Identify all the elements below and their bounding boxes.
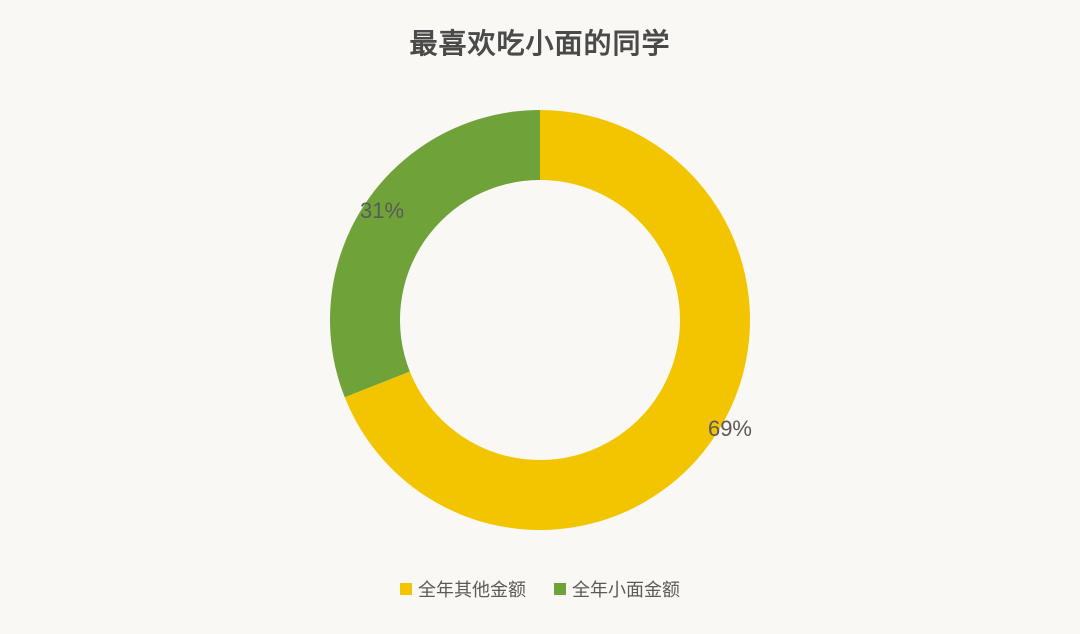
slice-label-b: 31% — [360, 198, 404, 224]
donut-wrapper: 69% 31% — [310, 90, 770, 550]
donut-chart: 最喜欢吃小面的同学 69% 31% 全年其他金额 全年小面金额 — [0, 0, 1080, 634]
donut-slices — [330, 110, 750, 530]
slice-label-a: 69% — [708, 416, 752, 442]
legend-label-b: 全年小面金额 — [572, 576, 680, 602]
legend-item-a: 全年其他金额 — [400, 576, 526, 602]
legend: 全年其他金额 全年小面金额 — [400, 576, 680, 602]
chart-title: 最喜欢吃小面的同学 — [409, 22, 670, 62]
donut-slice — [330, 110, 540, 397]
legend-item-b: 全年小面金额 — [554, 576, 680, 602]
legend-swatch-a — [400, 583, 412, 595]
legend-swatch-b — [554, 583, 566, 595]
donut-svg — [310, 90, 770, 550]
legend-label-a: 全年其他金额 — [418, 576, 526, 602]
